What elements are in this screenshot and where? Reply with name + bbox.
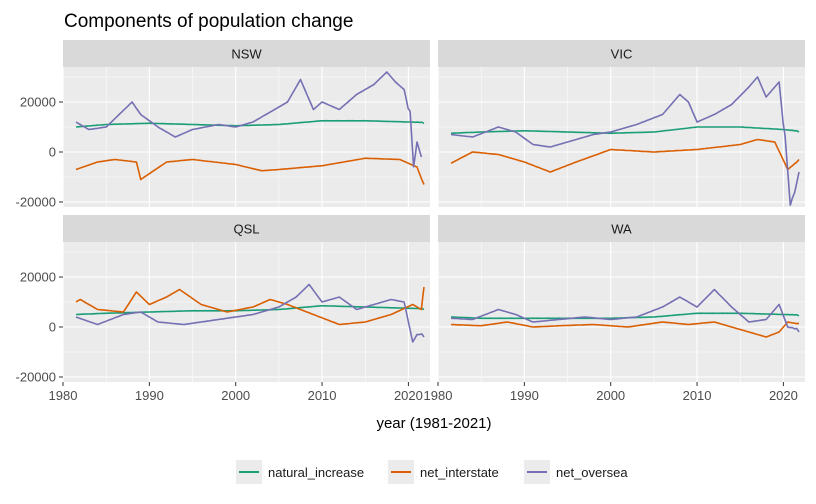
facet-panel-vic: VIC [437, 40, 805, 207]
panel-background [438, 67, 805, 207]
series-line-net_oversea [75, 71, 423, 168]
y-tick-label: 0 [49, 320, 56, 335]
legend-label: natural_increase [268, 465, 364, 480]
facet-strip [438, 40, 805, 67]
y-tick-label: -20000 [16, 195, 56, 210]
series-line-natural_increase [450, 126, 800, 135]
series-line-net_oversea [450, 288, 800, 333]
series-line-net_interstate [75, 157, 425, 185]
x-tick-label: 2020 [394, 388, 423, 403]
facet-strip-label: NSW [231, 47, 262, 62]
x-tick-label: 1980 [424, 388, 453, 403]
y-tick-label: 20000 [20, 95, 56, 110]
facet-strip-label: VIC [611, 47, 633, 62]
facet-panels: NSW -20000 0 20000 VIC QSL -20000 0 20000 1980 199… [16, 40, 805, 403]
legend-label: net_oversea [556, 465, 628, 480]
legend: natural_increase net_interstate net_overse… [236, 460, 628, 484]
series-line-net_interstate [75, 286, 425, 326]
series-line-net_interstate [450, 138, 800, 173]
legend-label: net_interstate [420, 465, 499, 480]
x-tick-label: 2010 [683, 388, 712, 403]
series-line-net_interstate [450, 321, 800, 338]
legend-item-natural_increase: natural_increase [236, 460, 364, 484]
x-tick-label: 2000 [221, 388, 250, 403]
facet-strip [63, 40, 430, 67]
facet-strip-label: WA [611, 222, 632, 237]
x-tick-label: 1990 [135, 388, 164, 403]
x-tick-label: 2010 [308, 388, 337, 403]
chart-title: Components of population change [64, 11, 353, 32]
facet-panel-qsl: QSL -20000 0 20000 1980 1990 2000 2010 2020 [16, 215, 430, 403]
y-tick-label: -20000 [16, 370, 56, 385]
facet-panel-nsw: NSW -20000 0 20000 [16, 40, 430, 210]
panel-background [63, 67, 430, 207]
legend-item-net_oversea: net_oversea [524, 460, 628, 484]
series-line-net_oversea [75, 283, 425, 343]
legend-item-net_interstate: net_interstate [388, 460, 499, 484]
facet-strip [63, 215, 430, 242]
series-line-natural_increase [75, 119, 425, 128]
x-tick-label: 2020 [769, 388, 798, 403]
facet-panel-wa: WA 1980 1990 2000 2010 2020 [424, 215, 805, 403]
x-tick-label: 1980 [49, 388, 78, 403]
x-tick-label: 1990 [510, 388, 539, 403]
x-axis-label: year (1981-2021) [376, 415, 491, 432]
x-tick-label: 2000 [596, 388, 625, 403]
facet-strip-label: QSL [233, 222, 259, 237]
y-tick-label: 20000 [20, 270, 56, 285]
series-line-net_oversea [450, 76, 800, 206]
facet-strip [438, 215, 805, 242]
panel-background [438, 242, 805, 382]
y-tick-label: 0 [49, 145, 56, 160]
